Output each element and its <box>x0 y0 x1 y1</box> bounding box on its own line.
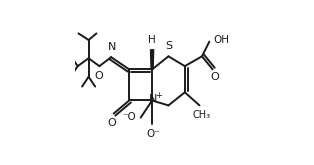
Polygon shape <box>150 50 154 69</box>
Text: H: H <box>148 35 156 45</box>
Text: O: O <box>94 71 103 81</box>
Text: CH₃: CH₃ <box>192 110 210 120</box>
Text: N: N <box>108 42 116 52</box>
Text: S: S <box>165 41 173 51</box>
Text: ⁻O: ⁻O <box>122 112 136 122</box>
Text: N: N <box>149 94 158 104</box>
Text: OH: OH <box>214 35 230 45</box>
Text: O: O <box>210 72 219 82</box>
Text: O⁻: O⁻ <box>146 129 160 139</box>
Text: +: + <box>155 91 162 100</box>
Text: O: O <box>108 118 116 128</box>
